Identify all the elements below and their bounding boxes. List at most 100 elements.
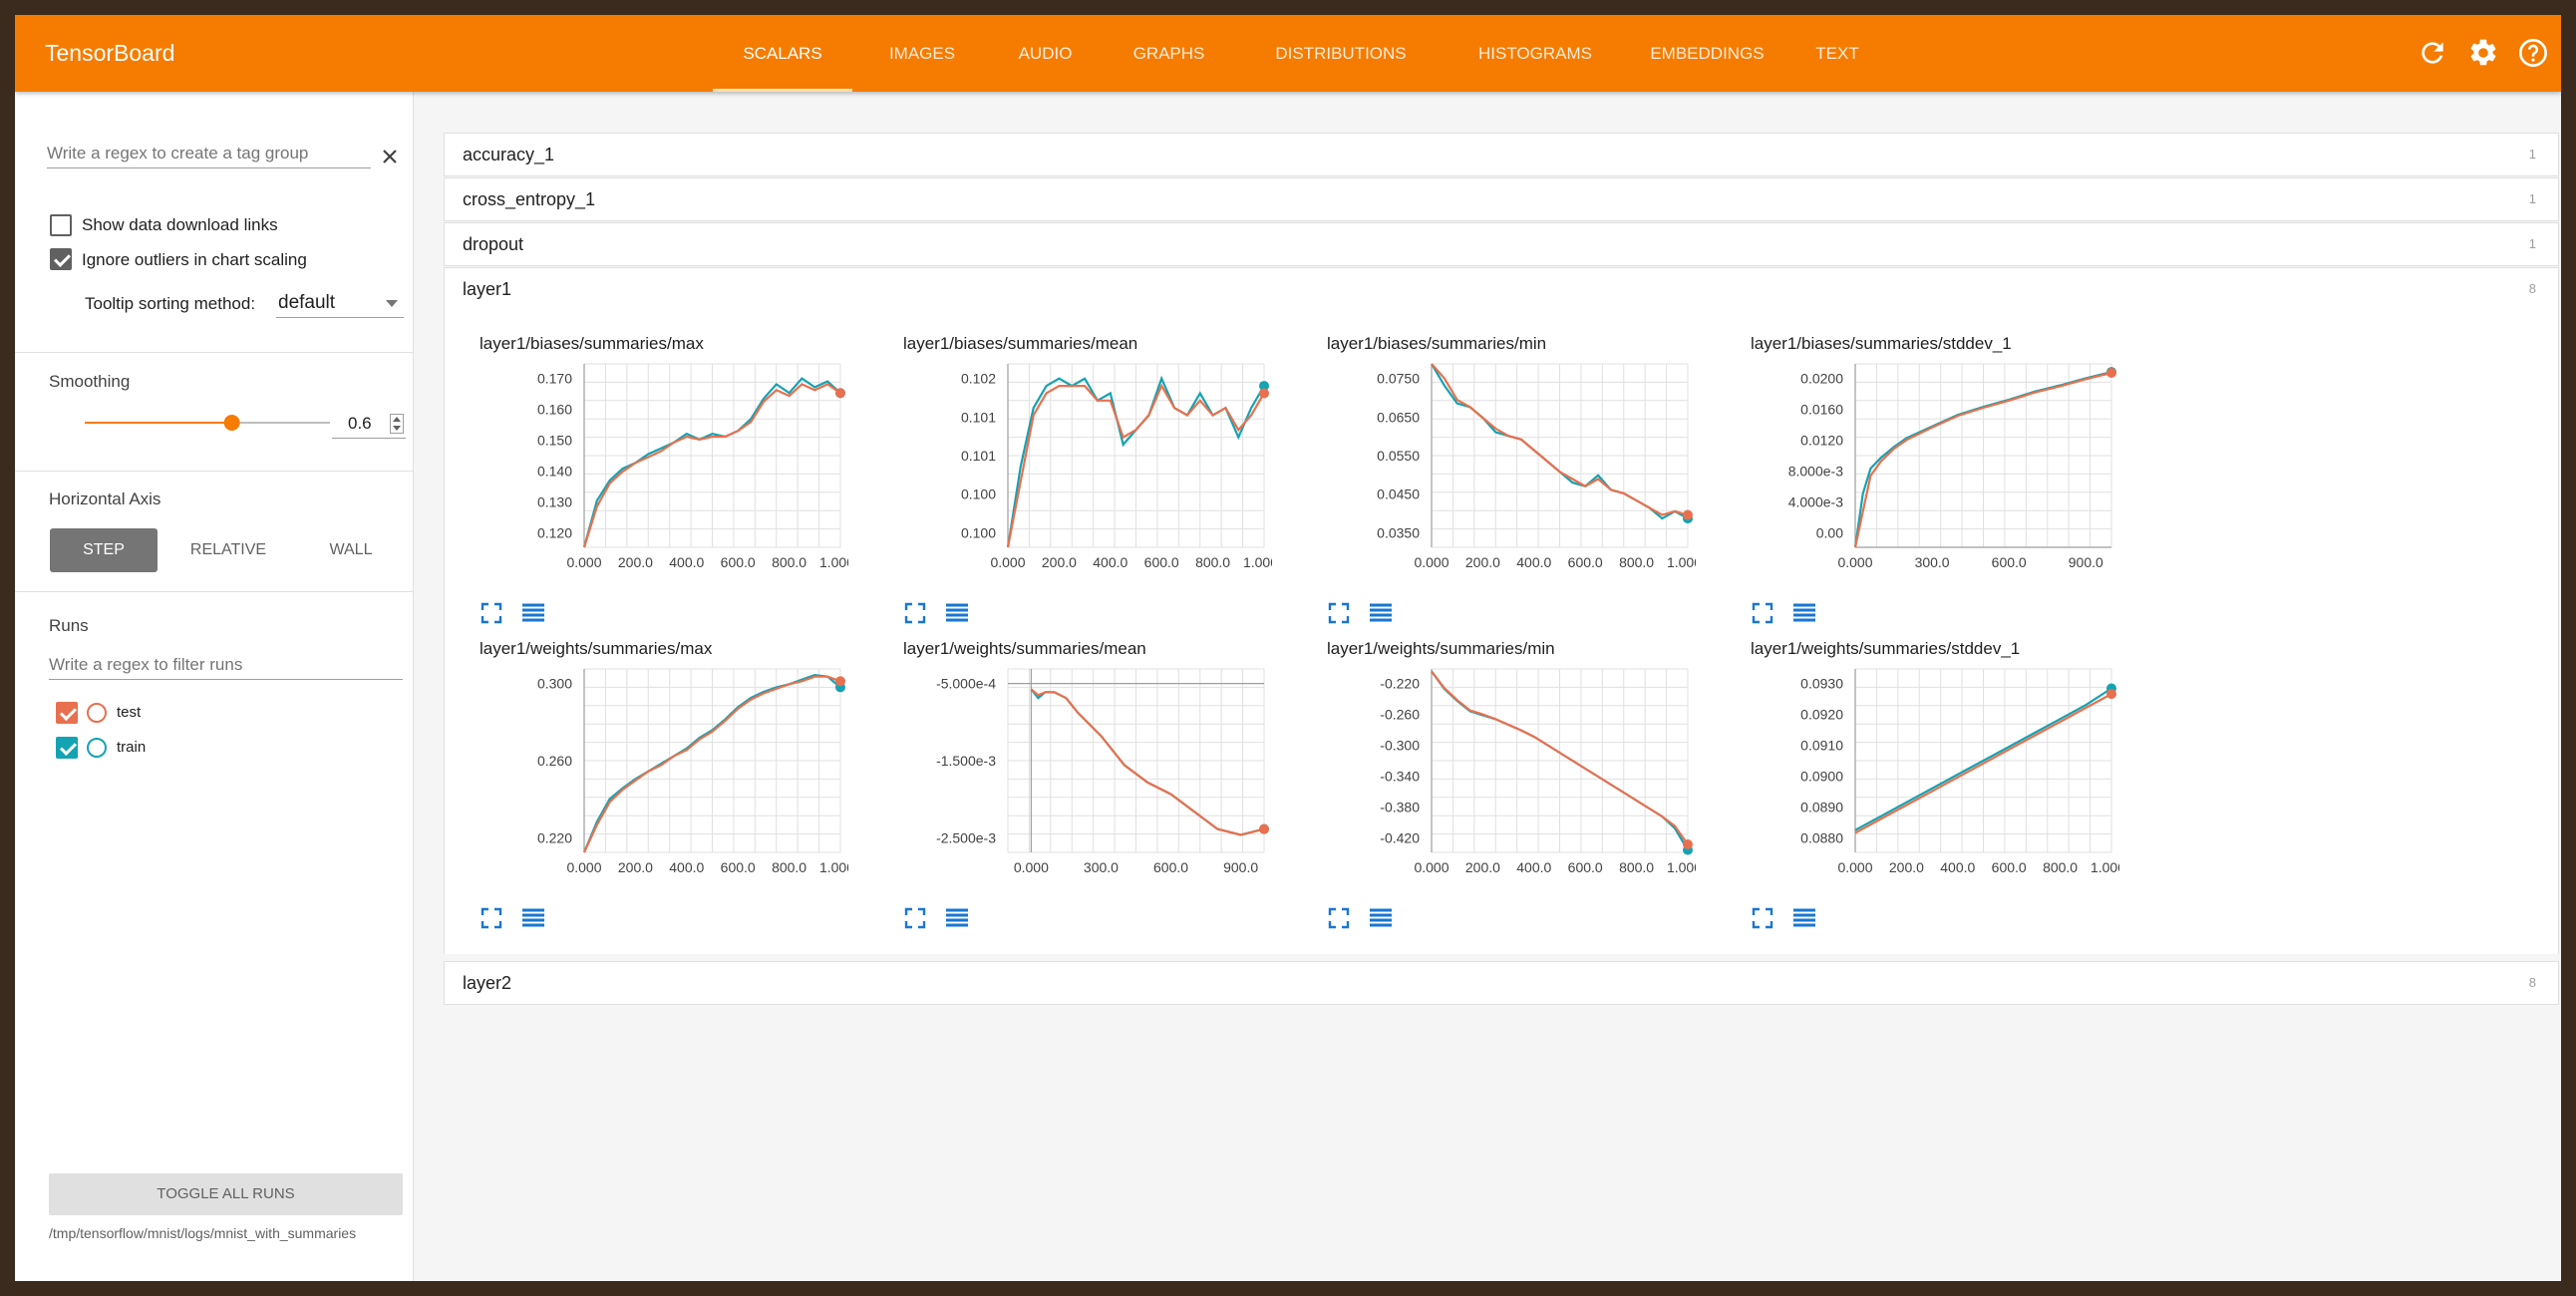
line-chart[interactable]: 0.000 200.0 400.0 600.0 800.0 1.000k 0.0350 0.0… <box>1327 356 1696 575</box>
top-app-bar: TensorBoard SCALARS IMAGES AUDIO GRAPHS … <box>15 15 2561 92</box>
run-train-checkbox[interactable] <box>56 737 78 759</box>
data-table-icon[interactable] <box>945 601 969 625</box>
line-chart[interactable]: 0.000 200.0 400.0 600.0 800.0 1.000k 0.120 0.13… <box>480 356 848 575</box>
test-series-line <box>582 383 841 548</box>
run-test-checkbox[interactable] <box>56 702 78 724</box>
scalar-chart-card: layer1/biases/summaries/max 0.000 200.0 400… <box>480 334 898 633</box>
y-tick-label: -1.500e-3 <box>936 753 996 769</box>
run-train-label: train <box>117 739 147 756</box>
fullscreen-icon[interactable] <box>480 601 503 625</box>
line-chart[interactable]: 0.000 300.0 600.0 900.0 0.00 4.000e-3 8.000e-3… <box>1751 356 2119 575</box>
y-tick-label: 0.220 <box>537 829 572 845</box>
fullscreen-icon[interactable] <box>1327 601 1351 625</box>
y-tick-label: -2.500e-3 <box>936 829 996 845</box>
test-series-line <box>1853 371 2112 548</box>
tab-images[interactable]: IMAGES <box>888 44 956 63</box>
train-series-line <box>582 377 841 548</box>
fullscreen-icon[interactable] <box>903 906 927 930</box>
tab-embeddings[interactable]: EMBEDDINGS <box>1650 44 1765 63</box>
y-tick-label: 0.0160 <box>1800 402 1843 418</box>
data-table-icon[interactable] <box>1792 906 1816 930</box>
x-tick-label: 1.000k <box>819 554 848 570</box>
line-chart[interactable]: 0.000 200.0 400.0 600.0 800.0 1.000k -0.420 -0.… <box>1327 661 1696 880</box>
show-download-links-checkbox[interactable] <box>50 214 72 236</box>
fullscreen-icon[interactable] <box>480 906 503 930</box>
y-tick-label: -0.300 <box>1380 738 1420 754</box>
smoothing-slider-knob[interactable] <box>223 415 240 431</box>
runs-filter-input[interactable] <box>49 655 403 680</box>
x-tick-label: 1.000k <box>1667 859 1696 875</box>
scalar-chart-card: layer1/weights/summaries/mean 0.000 300.0 6… <box>903 639 1322 938</box>
grid <box>1431 668 1689 853</box>
data-table-icon[interactable] <box>1792 601 1816 625</box>
tooltip-sorting-dropdown[interactable]: default <box>276 288 404 318</box>
scalar-chart-card: layer1/biases/summaries/stddev_1 0.000 300… <box>1751 334 2169 633</box>
smoothing-value-input[interactable]: 0.6 <box>332 411 406 439</box>
axis-step-button[interactable]: STEP <box>50 528 158 572</box>
tab-audio[interactable]: AUDIO <box>1018 44 1073 63</box>
fullscreen-icon[interactable] <box>903 601 927 625</box>
y-tick-label: 0.130 <box>537 493 572 509</box>
tag-group-name: cross_entropy_1 <box>463 189 596 209</box>
data-table-icon[interactable] <box>521 906 545 930</box>
refresh-icon[interactable] <box>2416 37 2448 69</box>
y-tick-label: 0.120 <box>537 524 572 540</box>
x-tick-label: 0.000 <box>1837 859 1872 875</box>
tab-histograms[interactable]: HISTOGRAMS <box>1478 44 1592 63</box>
data-table-icon[interactable] <box>1369 601 1393 625</box>
line-chart[interactable]: 0.000 300.0 600.0 900.0 -2.500e-3 -1.500e-3 -5… <box>903 661 1272 880</box>
x-tick-label: 0.000 <box>1014 859 1049 875</box>
data-table-icon[interactable] <box>945 906 969 930</box>
run-color-swatch[interactable] <box>87 703 107 723</box>
tag-group-accuracy[interactable]: accuracy_1 1 <box>444 133 2559 176</box>
x-tick-label: 600.0 <box>1568 554 1603 570</box>
x-tick-label: 1.000k <box>819 859 848 875</box>
x-tick-label: 600.0 <box>721 554 756 570</box>
settings-icon[interactable] <box>2467 37 2499 69</box>
axis-relative-button[interactable]: RELATIVE <box>189 541 267 558</box>
tab-scalars[interactable]: SCALARS <box>713 15 852 92</box>
grid <box>1007 668 1265 853</box>
fullscreen-icon[interactable] <box>1751 906 1774 930</box>
tag-group-layer1[interactable]: layer1 8 <box>444 267 2559 311</box>
stepper-icon[interactable] <box>390 414 404 434</box>
x-tick-label: 200.0 <box>1465 554 1500 570</box>
y-tick-label: 0.0930 <box>1800 676 1843 692</box>
x-tick-label: 800.0 <box>1195 554 1230 570</box>
fullscreen-icon[interactable] <box>1327 906 1351 930</box>
test-last-point <box>835 388 845 399</box>
data-table-icon[interactable] <box>521 601 545 625</box>
line-chart[interactable]: 0.000 200.0 400.0 600.0 800.0 1.000k 0.100 0.10… <box>903 356 1272 575</box>
tag-group-cross-entropy[interactable]: cross_entropy_1 1 <box>444 177 2559 221</box>
line-chart[interactable]: 0.000 200.0 400.0 600.0 800.0 1.000k 0.220 0.26… <box>480 661 848 880</box>
toggle-all-runs-button[interactable]: TOGGLE ALL RUNS <box>49 1173 403 1215</box>
y-tick-label: 0.0750 <box>1377 371 1420 387</box>
y-tick-label: 0.0910 <box>1800 738 1843 754</box>
chevron-down-icon <box>386 300 398 307</box>
tab-text[interactable]: TEXT <box>1815 44 1859 63</box>
tab-graphs[interactable]: GRAPHS <box>1132 44 1205 63</box>
y-tick-label: -0.380 <box>1380 799 1420 814</box>
log-directory: /tmp/tensorflow/mnist/logs/mnist_with_su… <box>49 1225 357 1241</box>
run-color-swatch[interactable] <box>87 738 107 758</box>
y-tick-label: 0.0350 <box>1377 524 1420 540</box>
data-table-icon[interactable] <box>1369 906 1393 930</box>
smoothing-slider[interactable] <box>83 411 332 435</box>
ignore-outliers-checkbox[interactable] <box>50 248 72 270</box>
runs-title: Runs <box>49 616 89 635</box>
x-tick-label: 600.0 <box>1153 859 1188 875</box>
fullscreen-icon[interactable] <box>1751 601 1774 625</box>
train-series-line <box>1854 687 2112 831</box>
tag-group-dropout[interactable]: dropout 1 <box>444 222 2559 266</box>
y-tick-label: 0.300 <box>537 676 572 692</box>
tab-distributions[interactable]: DISTRIBUTIONS <box>1275 44 1407 63</box>
x-tick-label: 900.0 <box>2069 554 2103 570</box>
line-chart[interactable]: 0.000 200.0 400.0 600.0 800.0 1.000k 0.0880 0.0… <box>1751 661 2119 880</box>
tag-group-regex-input[interactable] <box>47 144 371 168</box>
help-icon[interactable] <box>2517 37 2549 69</box>
tag-group-count: 1 <box>2528 236 2536 251</box>
axis-wall-button[interactable]: WALL <box>329 541 373 558</box>
scalar-chart-card: layer1/weights/summaries/min 0.000 200.0 40… <box>1327 639 1746 938</box>
tag-group-layer2[interactable]: layer2 8 <box>444 961 2559 1005</box>
close-icon[interactable] <box>378 145 402 168</box>
